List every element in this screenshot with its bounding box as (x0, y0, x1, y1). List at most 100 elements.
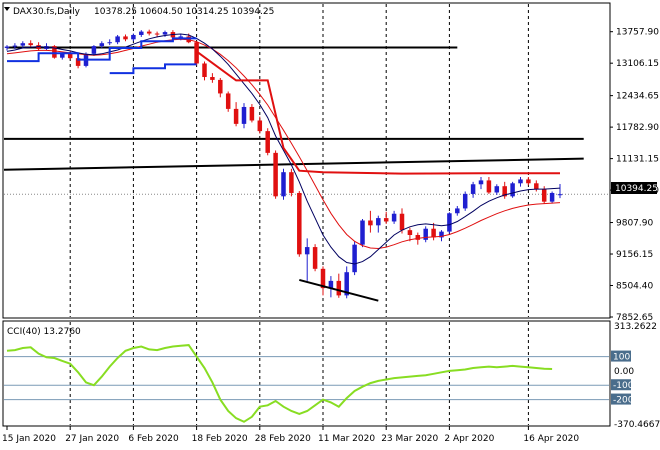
cci-axis: 313.2622 100 0.00 -100 -200 -370.4667 (611, 322, 660, 430)
candle-body (399, 213, 405, 231)
candle-body (281, 172, 286, 197)
blue-channel-line (7, 37, 197, 63)
candle-body (518, 179, 523, 184)
price-axis-label: 9156.15 (616, 250, 653, 260)
time-axis-label: 16 Apr 2020 (523, 434, 579, 444)
cci-axis-label: -370.4667 (614, 420, 660, 430)
cci-pane[interactable] (2, 320, 611, 427)
candle-body (383, 218, 389, 222)
candle-body (178, 36, 184, 38)
price-axis-label: 13757.90 (616, 28, 659, 38)
candle-body (328, 280, 334, 289)
current-price-value: 10394.25 (615, 184, 658, 194)
time-axis-label: 15 Jan 2020 (2, 434, 56, 444)
price-axis-label: 8504.40 (616, 282, 653, 292)
candle-body (162, 32, 168, 35)
price-axis-label: 9807.90 (616, 219, 653, 229)
cci-axis-label: -200 (613, 396, 634, 406)
cci-label: CCI(40) 13.2760 (7, 327, 81, 337)
time-axis-label: 28 Feb 2020 (255, 434, 311, 444)
candle-body (28, 43, 33, 46)
time-axis-label: 2 Apr 2020 (444, 434, 494, 444)
candle-body (154, 33, 160, 35)
candle-body (407, 230, 413, 235)
candle-body (462, 193, 468, 209)
price-axis-label: 12434.65 (616, 92, 659, 102)
candle-body (360, 220, 365, 245)
price-pane[interactable] (2, 2, 611, 319)
candle-body (470, 184, 476, 194)
candle-body (249, 106, 255, 121)
candle-body (541, 189, 547, 202)
cci-axis-label: 0.00 (614, 367, 634, 377)
candle-body (75, 58, 81, 66)
candle-body (447, 213, 452, 232)
candle-body (455, 208, 460, 214)
candle-body (478, 180, 484, 185)
price-axis-label: 11131.15 (616, 155, 659, 165)
candle-body (241, 106, 247, 124)
time-axis-label: 6 Feb 2020 (128, 434, 179, 444)
candle-body (210, 77, 215, 80)
support-trend-line[interactable] (299, 278, 379, 302)
candle-body (265, 131, 270, 153)
time-axis-label: 27 Jan 2020 (65, 434, 119, 444)
candle-body (91, 46, 97, 54)
candle-body (123, 36, 128, 40)
candle-body (194, 42, 199, 64)
candle-body (526, 179, 531, 184)
candle-body (146, 31, 152, 34)
candle-body (4, 46, 10, 49)
time-axis: 15 Jan 2020 27 Jan 2020 6 Feb 2020 18 Feb 2… (2, 426, 579, 444)
price-indicator-lines (6, 33, 561, 302)
candle-body (423, 228, 428, 240)
candle-body (494, 186, 500, 193)
candle-body (352, 244, 357, 273)
candle-body (107, 42, 112, 44)
candle-body (289, 172, 294, 193)
candle-body (202, 63, 207, 78)
candle-body (336, 280, 342, 296)
candle-body (486, 180, 492, 193)
candle-body (297, 192, 302, 255)
time-axis-label: 11 Mar 2020 (318, 434, 375, 444)
price-axis-label: 7852.65 (616, 313, 653, 323)
candle-body (304, 247, 310, 255)
dropdown-arrow-icon[interactable] (4, 7, 10, 11)
candle-body (233, 108, 239, 124)
candle-body (391, 213, 397, 222)
cci-level-lines (4, 356, 609, 401)
candle-body (273, 152, 278, 197)
price-axis-label: 11782.90 (616, 123, 659, 133)
candle-body (549, 192, 555, 202)
cci-level-tag (611, 350, 631, 362)
time-axis-label: 23 Mar 2020 (381, 434, 438, 444)
cci-line (6, 344, 553, 423)
candle-body (225, 93, 231, 109)
current-price-tag (611, 182, 657, 194)
cci-axis-label: -100 (613, 381, 634, 391)
candle-body (431, 228, 436, 238)
candle-body (312, 247, 318, 269)
candle-body (20, 43, 26, 46)
candle-body (218, 79, 223, 94)
fast-moving-average-line (6, 33, 561, 265)
slow-moving-average-line (6, 38, 561, 250)
candle-body (99, 43, 105, 47)
price-axis-label: 13106.15 (616, 59, 659, 69)
candle-body (52, 46, 57, 58)
ohlc-label: 10378.25 10604.50 10314.25 10394.25 (94, 7, 274, 17)
candle-body (67, 53, 73, 59)
candle-body (502, 186, 507, 197)
candle-body (415, 234, 421, 240)
cci-axis-label: 100 (613, 353, 630, 363)
candle-body (131, 34, 136, 40)
cci-level-tag (611, 379, 631, 391)
candle-body (139, 31, 144, 35)
candle-body (510, 183, 515, 197)
candle-body (320, 268, 326, 289)
time-axis-label: 18 Feb 2020 (192, 434, 248, 444)
red-resistance-line (196, 50, 560, 175)
cci-axis-label: 313.2622 (614, 322, 657, 332)
